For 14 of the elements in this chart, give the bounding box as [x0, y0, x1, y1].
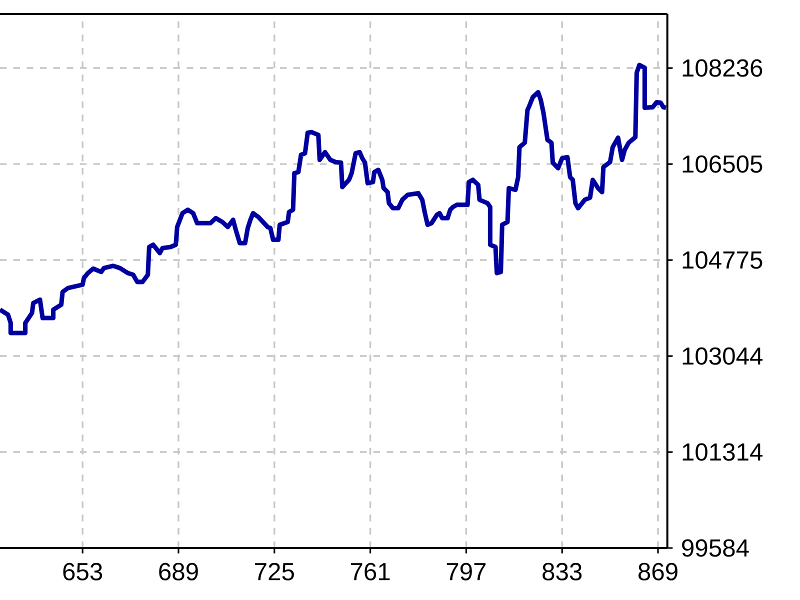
- y-tick-label: 99584: [682, 539, 749, 557]
- x-tick-label: 653: [63, 562, 102, 580]
- x-tick-label: 797: [446, 562, 486, 580]
- x-tick-label: 689: [159, 562, 198, 580]
- y-tick-label: 101314: [682, 443, 763, 461]
- line-series: [0, 62, 668, 336]
- x-tick-label: 725: [255, 562, 294, 580]
- x-tick-label: 833: [542, 562, 582, 580]
- x-tick-label: 869: [638, 562, 678, 580]
- x-tick-label: 761: [350, 562, 390, 580]
- y-tick-label: 103044: [682, 347, 763, 365]
- y-tick-label: 106505: [682, 155, 762, 173]
- y-tick-label: 108236: [682, 59, 762, 77]
- y-tick-label: 104775: [682, 251, 762, 269]
